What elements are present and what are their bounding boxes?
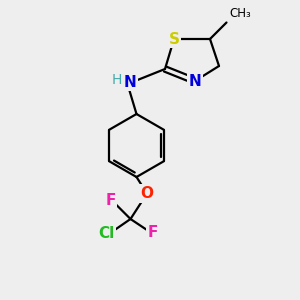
Text: S: S — [169, 32, 179, 46]
Text: F: F — [105, 193, 116, 208]
Text: F: F — [148, 225, 158, 240]
Text: H: H — [112, 74, 122, 87]
Text: N: N — [189, 74, 201, 88]
Text: CH₃: CH₃ — [229, 7, 251, 20]
Text: Cl: Cl — [98, 226, 115, 242]
Text: O: O — [140, 186, 154, 201]
Text: N: N — [124, 75, 136, 90]
